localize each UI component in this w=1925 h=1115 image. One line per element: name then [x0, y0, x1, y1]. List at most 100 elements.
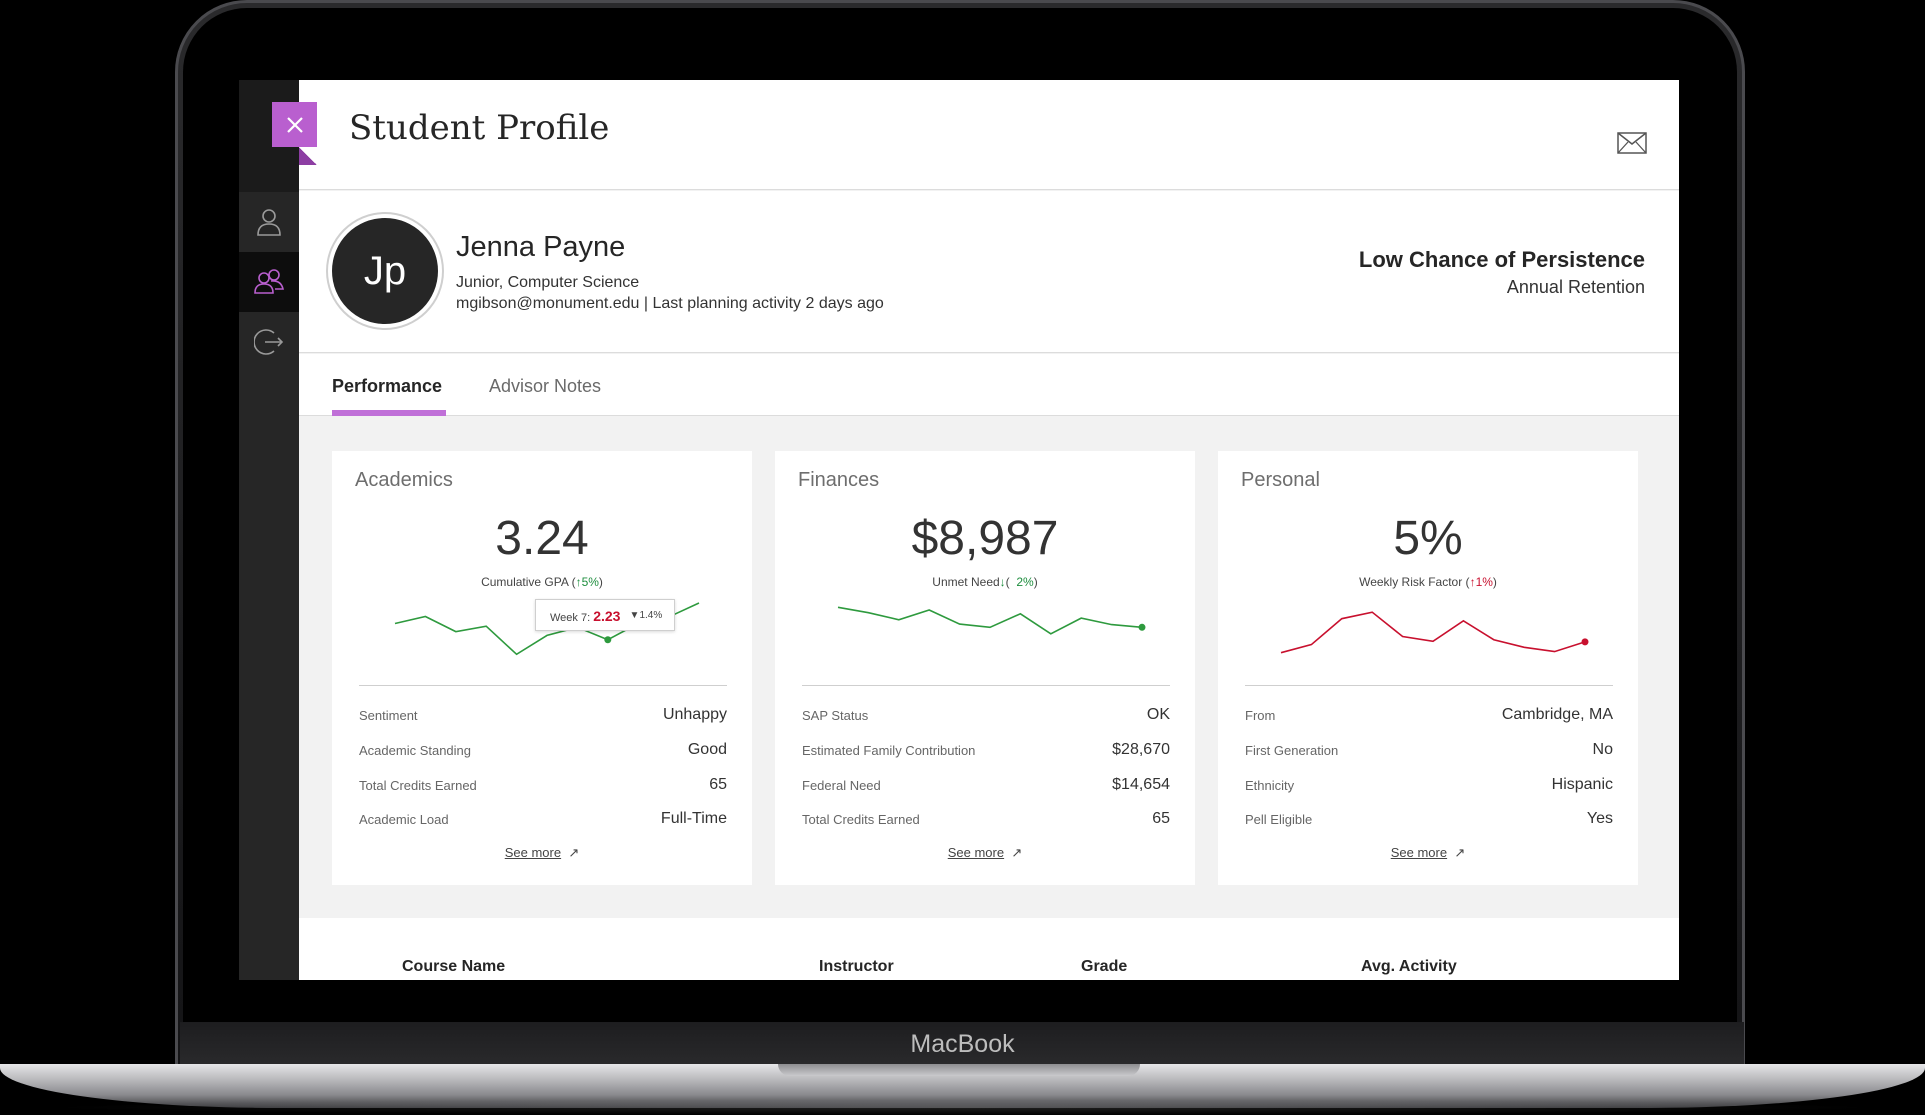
- caption-label: Unmet Need: [932, 575, 1000, 589]
- detail-value: 65: [1152, 810, 1170, 827]
- rail-item-students[interactable]: [239, 252, 299, 312]
- course-table: Course Name Instructor Grade Avg. Activi…: [299, 918, 1679, 980]
- tooltip-label: Week 7:: [550, 612, 591, 624]
- card-caption: Unmet Need↓( 2%): [932, 575, 1038, 589]
- persistence-metric: Annual Retention: [1506, 277, 1645, 297]
- tooltip-value: 2.23: [593, 608, 621, 624]
- detail-value: Good: [687, 741, 727, 758]
- academics-card: Academics 3.24 Cumulative GPA (↑5%) Week…: [332, 451, 752, 885]
- detail-label: Federal Need: [802, 778, 881, 793]
- detail-label: SAP Status: [802, 708, 869, 723]
- external-link-icon: ↗: [1450, 845, 1466, 860]
- chart-tooltip: Week 7: 2.23 ▼1.4%: [535, 599, 675, 631]
- personal-card: Personal 5% Weekly Risk Factor (↑1%) Fro…: [1218, 451, 1638, 885]
- detail-row: Federal Need $14,654: [802, 774, 1170, 798]
- detail-row: Total Credits Earned 65: [359, 774, 727, 798]
- card-caption: Weekly Risk Factor (↑1%): [1359, 575, 1497, 589]
- caption-change: 5%: [581, 575, 599, 589]
- detail-label: Academic Load: [359, 812, 449, 827]
- see-more-link[interactable]: See more ↗: [1390, 845, 1466, 860]
- detail-value: Cambridge, MA: [1501, 706, 1613, 723]
- close-button-fold: [299, 147, 317, 165]
- detail-value: Hispanic: [1551, 776, 1613, 793]
- detail-value: Yes: [1586, 810, 1613, 827]
- profile-tabs: Performance Advisor Notes: [299, 354, 1679, 416]
- detail-row: Estimated Family Contribution $28,670: [802, 739, 1170, 763]
- detail-row: Academic Standing Good: [359, 739, 727, 763]
- column-header-instructor[interactable]: Instructor: [819, 958, 894, 975]
- detail-row: Sentiment Unhappy: [359, 704, 727, 728]
- detail-label: Pell Eligible: [1245, 812, 1313, 827]
- column-header-grade[interactable]: Grade: [1081, 958, 1128, 975]
- laptop-notch: [778, 1064, 1140, 1076]
- card-title: Academics: [355, 469, 453, 491]
- trend-chart: [1280, 611, 1589, 654]
- mail-icon: [1617, 132, 1647, 154]
- detail-row: Ethnicity Hispanic: [1245, 774, 1613, 798]
- detail-value: OK: [1146, 706, 1170, 723]
- trend-point[interactable]: [1581, 638, 1589, 646]
- detail-value: $14,654: [1112, 776, 1170, 793]
- divider: [802, 685, 1170, 686]
- card-metric: 3.24: [495, 512, 589, 565]
- tab-advisor-notes[interactable]: Advisor Notes: [489, 376, 602, 396]
- laptop-chin: [180, 1022, 1744, 1070]
- laptop-shadow: [40, 1100, 1885, 1115]
- divider: [359, 685, 727, 686]
- external-link-icon: ↗: [564, 845, 580, 860]
- detail-row: First Generation No: [1245, 739, 1613, 763]
- rail-item-profile[interactable]: [239, 192, 299, 252]
- left-rail: [239, 80, 299, 980]
- tab-performance[interactable]: Performance: [332, 376, 443, 396]
- trend-point[interactable]: [604, 636, 612, 644]
- detail-value: Full-Time: [660, 810, 727, 827]
- external-link-icon: ↗: [1007, 845, 1023, 860]
- caption-change: 1%: [1475, 575, 1493, 589]
- persistence-status: Low Chance of Persistence: [1358, 247, 1645, 272]
- performance-cards: Academics 3.24 Cumulative GPA (↑5%) Week…: [332, 451, 1646, 885]
- detail-label: Estimated Family Contribution: [802, 743, 976, 758]
- see-more-link[interactable]: See more ↗: [504, 845, 580, 860]
- divider: [1245, 685, 1613, 686]
- card-title: Finances: [798, 469, 880, 491]
- arrow-down-icon: ↓: [999, 575, 1006, 589]
- trend-chart: [837, 606, 1146, 635]
- caption-label: Cumulative GPA: [481, 575, 569, 589]
- detail-row: Academic Load Full-Time: [359, 808, 727, 832]
- rail-item-logout[interactable]: [239, 312, 299, 372]
- detail-value: $28,670: [1112, 741, 1170, 758]
- detail-row: Pell Eligible Yes: [1245, 808, 1613, 832]
- tooltip-delta: ▼1.4%: [629, 610, 663, 621]
- detail-label: Sentiment: [359, 708, 418, 723]
- detail-row: From Cambridge, MA: [1245, 704, 1613, 728]
- close-button[interactable]: [272, 102, 317, 147]
- detail-label: First Generation: [1245, 743, 1339, 758]
- column-header-course[interactable]: Course Name: [402, 958, 506, 975]
- card-metric: 5%: [1393, 512, 1463, 565]
- detail-label: Total Credits Earned: [359, 778, 477, 793]
- panel-header: Student Profile: [299, 80, 1679, 190]
- card-title: Personal: [1241, 469, 1320, 491]
- detail-label: Academic Standing: [359, 743, 472, 758]
- detail-row: SAP Status OK: [802, 704, 1170, 728]
- email-button[interactable]: [1617, 132, 1647, 159]
- page-title: Student Profile: [349, 108, 610, 148]
- app-screen: Student Profile Jp Jenna Payne Junior, C…: [239, 80, 1679, 980]
- user-icon: [257, 209, 281, 236]
- detail-label: From: [1245, 708, 1276, 723]
- logout-icon: [254, 329, 284, 355]
- trend-line: [837, 606, 1143, 635]
- users-icon: [254, 269, 284, 294]
- arrow-up-icon: ↑: [575, 575, 582, 589]
- detail-value: 65: [709, 776, 727, 793]
- finances-card: Finances $8,987 Unmet Need↓( 2%) SAP Sta…: [775, 451, 1195, 885]
- see-more-link[interactable]: See more ↗: [947, 845, 1023, 860]
- avatar: Jp: [332, 218, 438, 324]
- detail-label: Ethnicity: [1245, 778, 1295, 793]
- detail-value: No: [1592, 741, 1613, 758]
- detail-value: Unhappy: [662, 706, 727, 723]
- trend-point[interactable]: [1138, 623, 1146, 631]
- student-program: Junior, Computer Science: [456, 274, 640, 291]
- column-header-activity[interactable]: Avg. Activity: [1361, 958, 1457, 975]
- laptop-brand: MacBook: [910, 1030, 1015, 1058]
